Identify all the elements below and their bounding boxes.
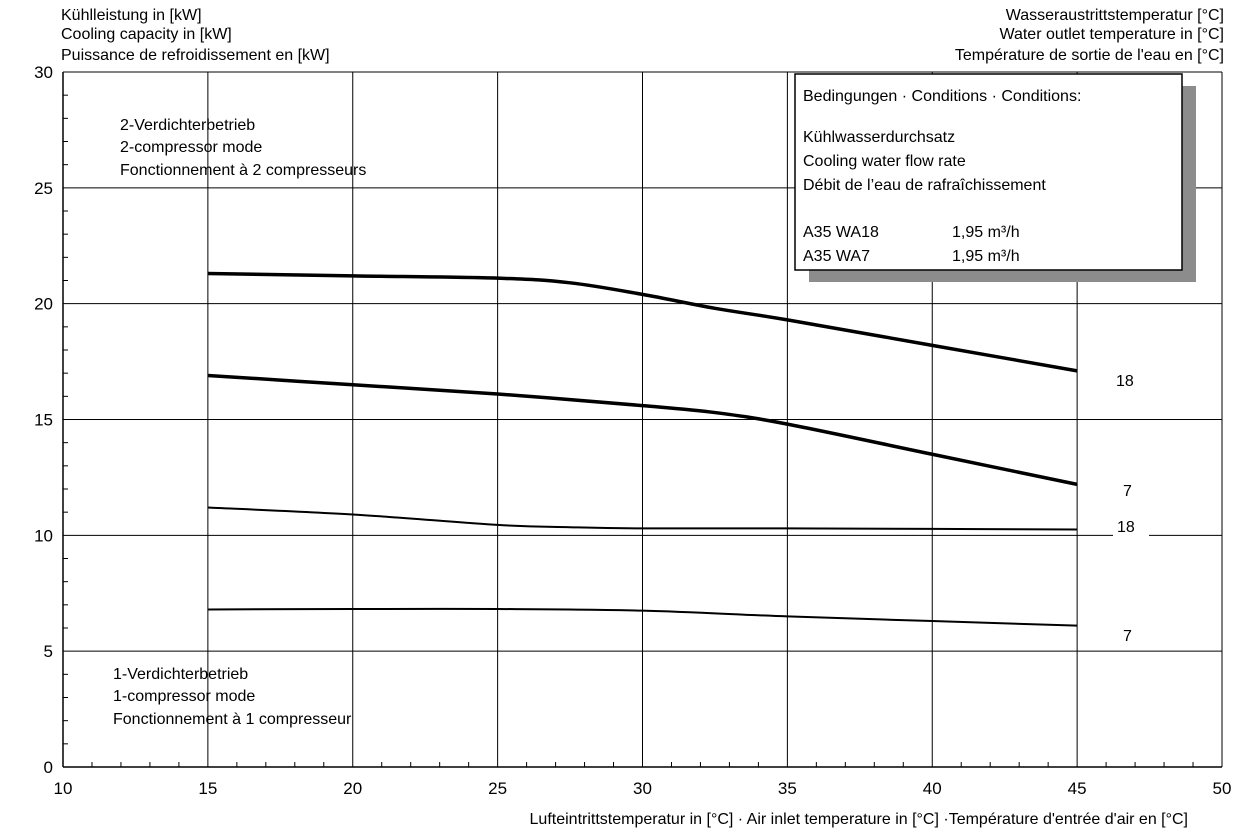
conditions-box: Bedingungen · Conditions · Conditions: K…	[794, 73, 1196, 282]
mode2-label-de: 2-Verdichterbetrieb	[120, 117, 255, 134]
grid-layer: 0 5 10 15 20 25 30 10 15 20 25 30 35 40 45 50	[34, 63, 1231, 798]
conditions-heading: Bedingungen · Conditions · Conditions:	[803, 88, 1081, 105]
y-tick-label: 30	[34, 63, 53, 82]
series-layer	[207, 271, 1078, 627]
y-tick-label: 25	[34, 179, 53, 198]
mode2-label-en: 2-compressor mode	[120, 139, 262, 156]
series-axis-title-fr: Température de sortie de l'eau en [°C]	[955, 47, 1224, 64]
y-tick-label: 10	[34, 526, 53, 545]
mode1-label-de: 1-Verdichterbetrieb	[113, 666, 248, 683]
series-axis-title-de: Wasseraustrittstemperatur [°C]	[1006, 7, 1224, 24]
x-tick-label: 35	[778, 779, 797, 798]
conditions-row-1-value: 1,95 m³/h	[952, 224, 1020, 241]
conditions-flow-en: Cooling water flow rate	[803, 153, 966, 170]
mode2-label-fr: Fonctionnement à 2 compresseurs	[120, 162, 366, 179]
series-label-1c-18: 18	[1117, 519, 1135, 536]
series-label-2c-18: 18	[1116, 373, 1134, 390]
x-tick-label: 50	[1213, 779, 1232, 798]
y-tick-label: 0	[44, 758, 53, 777]
conditions-row-2-value: 1,95 m³/h	[952, 248, 1020, 265]
series-line-1c-18	[207, 506, 1078, 531]
y-tick-label: 20	[34, 295, 53, 314]
series-line-1c-7	[207, 607, 1078, 627]
x-axis-title: Lufteintrittstemperatur in [°C] · Air in…	[530, 811, 1188, 828]
x-tick-label: 40	[923, 779, 942, 798]
conditions-flow-de: Kühlwasserdurchsatz	[803, 129, 955, 146]
mode1-label-en: 1-compressor mode	[113, 688, 255, 705]
conditions-flow-fr: Débit de l’eau de rafraîchissement	[803, 177, 1046, 194]
x-tick-label: 20	[343, 779, 362, 798]
x-tick-label: 30	[633, 779, 652, 798]
y-tick-label: 15	[34, 411, 53, 430]
conditions-box-panel	[794, 73, 1183, 271]
x-tick-label: 15	[198, 779, 217, 798]
series-line-2c-18	[207, 271, 1078, 373]
series-axis-title-en: Water outlet temperature in [°C]	[999, 26, 1224, 43]
x-tick-label: 25	[488, 779, 507, 798]
y-axis-title-de: Kühlleistung in [kW]	[61, 7, 202, 24]
y-axis-title-en: Cooling capacity in [kW]	[61, 26, 232, 43]
y-axis-title-fr: Puissance de refroidissement en [kW]	[61, 47, 330, 64]
mode1-label-fr: Fonctionnement à 1 compresseur	[113, 711, 352, 728]
x-tick-label: 10	[54, 779, 73, 798]
series-label-1c-18-mask	[1113, 516, 1149, 538]
series-label-2c-7: 7	[1123, 483, 1132, 500]
conditions-row-1-label: A35 WA18	[803, 224, 879, 241]
series-line-2c-7	[207, 373, 1078, 487]
y-tick-label: 5	[44, 642, 53, 661]
x-tick-label: 45	[1068, 779, 1087, 798]
conditions-row-2-label: A35 WA7	[803, 248, 870, 265]
series-label-1c-7: 7	[1123, 628, 1132, 645]
